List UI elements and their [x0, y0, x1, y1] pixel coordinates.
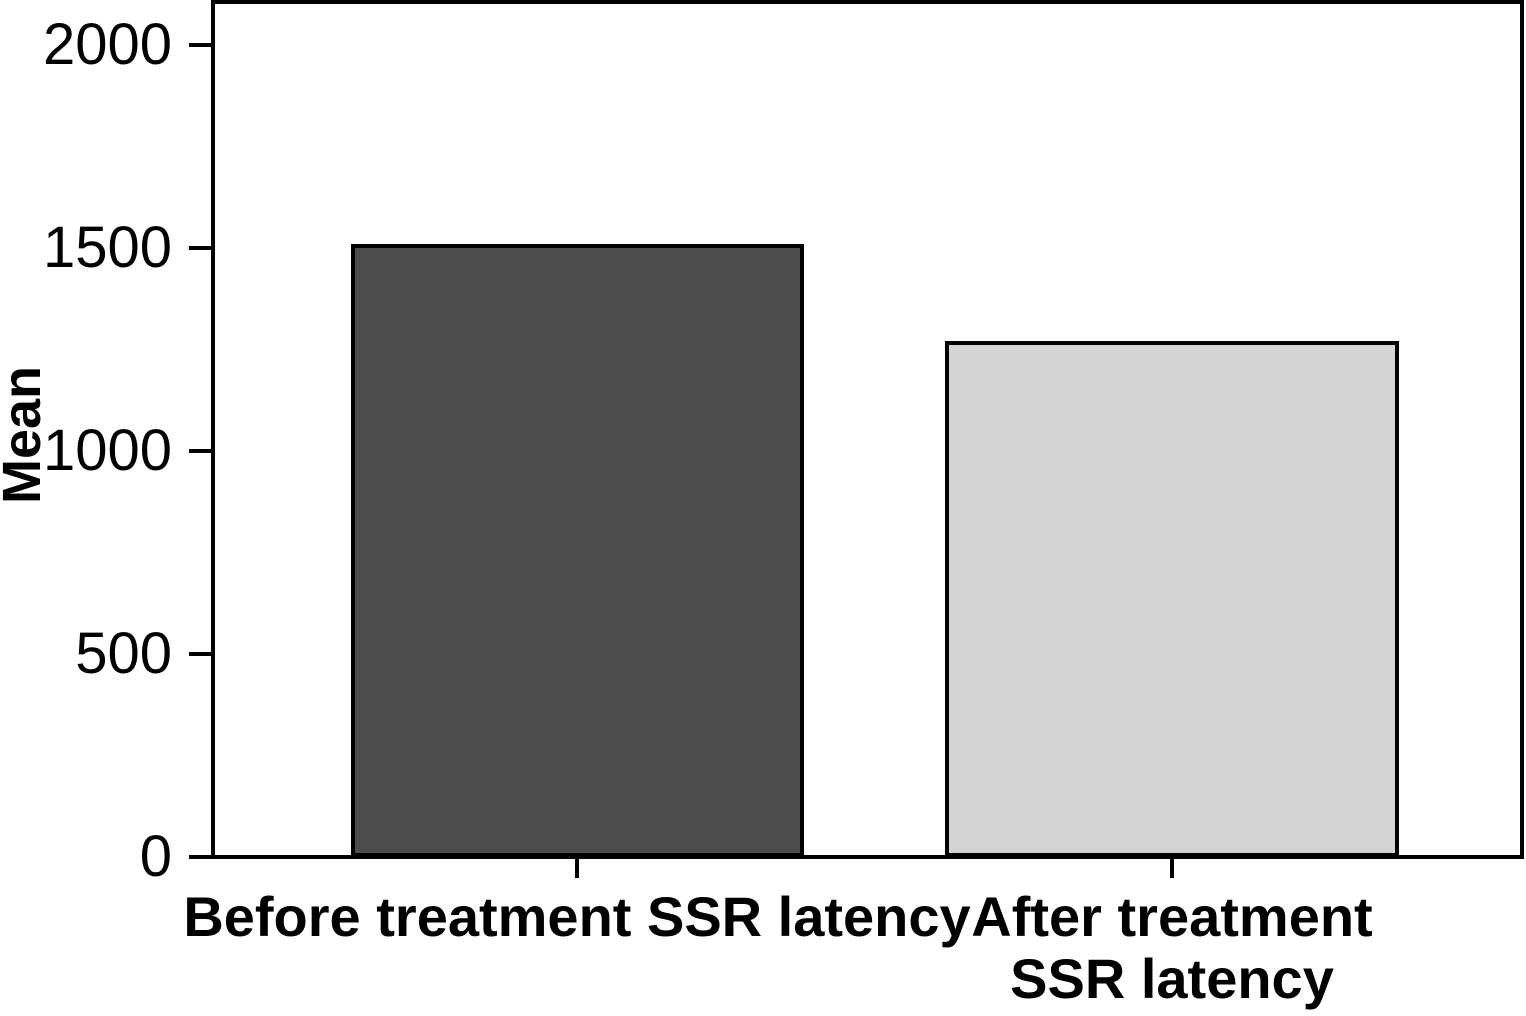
x-tick-mark: [575, 859, 579, 878]
x-axis-label-after-line1: After treatment: [971, 885, 1373, 948]
y-tick-label: 0: [139, 824, 172, 889]
y-tick-mark: [189, 449, 212, 453]
y-tick-label: 1500: [42, 215, 172, 280]
y-tick-mark: [189, 855, 212, 859]
y-tick-mark: [189, 43, 212, 47]
x-axis-label-before-treatment: Before treatment SSR latency: [183, 885, 971, 948]
bar-before-treatment: [351, 244, 804, 857]
x-axis-label-after-line2: SSR latency: [1010, 947, 1334, 1010]
x-tick-mark: [1170, 859, 1174, 878]
y-axis-title: Mean: [0, 365, 52, 505]
y-tick-mark: [189, 652, 212, 656]
bar-after-treatment: [945, 341, 1399, 857]
y-tick-label: 1000: [42, 418, 172, 483]
y-tick-mark: [189, 246, 212, 250]
y-tick-label: 500: [75, 621, 172, 686]
x-axis-label-after-treatment: After treatment SSR latency: [772, 886, 1526, 1010]
y-tick-label: 2000: [42, 12, 172, 77]
